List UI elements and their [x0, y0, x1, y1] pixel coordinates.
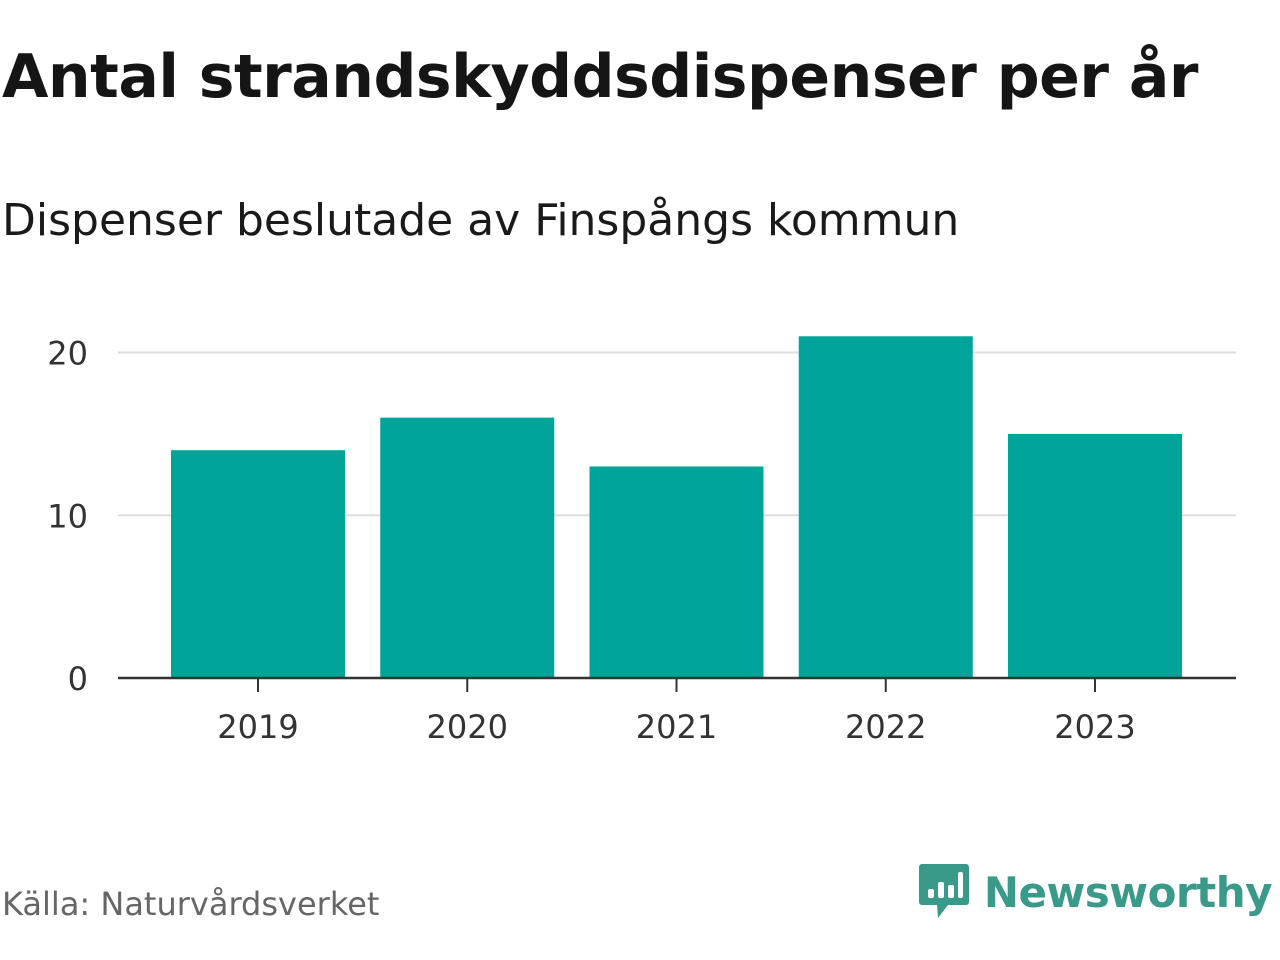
axes	[118, 676, 1236, 692]
brand-name: Newsworthy	[983, 867, 1273, 917]
tick-labels: 0 10 20 2019 2020 2021 2022 2023	[47, 335, 1135, 746]
x-tick-label: 2021	[636, 708, 717, 746]
newsworthy-logo-icon	[918, 864, 969, 918]
chart-title: Antal strandskyddsdispenser per år	[2, 42, 1198, 112]
bar-2022	[798, 336, 973, 678]
x-tick-label: 2023	[1054, 708, 1135, 746]
x-tick-label: 2020	[427, 708, 508, 746]
brand: Newsworthy	[918, 862, 1273, 922]
y-tick-label: 20	[47, 335, 88, 373]
x-tick-label: 2022	[845, 708, 926, 746]
y-tick-label: 0	[68, 660, 88, 698]
bar-2020	[380, 417, 555, 678]
x-tick-label: 2019	[217, 708, 298, 746]
bar-2019	[171, 450, 345, 678]
bar-chart: 0 10 20 2019 2020 2021 2022 2023	[47, 335, 1236, 746]
chart-subtitle: Dispenser beslutade av Finspångs kommun	[2, 195, 960, 246]
bars	[171, 336, 1182, 678]
y-tick-label: 10	[47, 497, 88, 535]
bar-2023	[1008, 433, 1182, 678]
source-note: Källa: Naturvårdsverket	[2, 885, 380, 923]
bar-2021	[589, 466, 764, 678]
